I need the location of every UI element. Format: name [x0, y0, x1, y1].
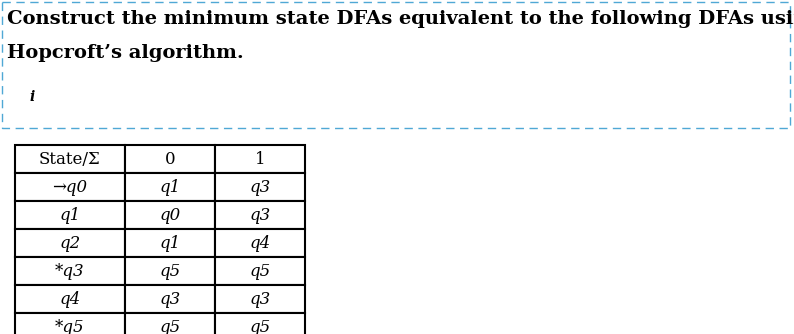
Text: →q0: →q0 — [52, 178, 87, 195]
Text: State/Σ: State/Σ — [39, 151, 101, 167]
Bar — [215, 285, 305, 313]
Bar — [125, 173, 215, 201]
Text: 0: 0 — [164, 151, 175, 167]
Bar — [2, 2, 790, 128]
Text: i: i — [30, 90, 35, 104]
Bar — [215, 201, 305, 229]
Bar — [125, 201, 215, 229]
Bar — [15, 229, 125, 257]
Bar — [15, 257, 125, 285]
Text: q5: q5 — [249, 263, 271, 280]
Text: q0: q0 — [160, 206, 180, 223]
Bar — [215, 229, 305, 257]
Text: q3: q3 — [249, 206, 271, 223]
Text: q1: q1 — [60, 206, 81, 223]
Text: q1: q1 — [160, 178, 180, 195]
Bar — [215, 145, 305, 173]
Text: *q3: *q3 — [56, 263, 85, 280]
Text: q5: q5 — [160, 263, 180, 280]
Text: q4: q4 — [249, 234, 271, 252]
Text: q2: q2 — [60, 234, 81, 252]
Text: q5: q5 — [249, 319, 271, 334]
Bar — [15, 145, 125, 173]
Bar — [15, 313, 125, 334]
Text: *q5: *q5 — [56, 319, 85, 334]
Bar — [125, 145, 215, 173]
Bar — [15, 285, 125, 313]
Text: Construct the minimum state DFAs equivalent to the following DFAs using: Construct the minimum state DFAs equival… — [7, 10, 794, 28]
Text: q4: q4 — [60, 291, 81, 308]
Bar — [215, 257, 305, 285]
Text: q1: q1 — [160, 234, 180, 252]
Bar — [125, 257, 215, 285]
Bar — [15, 201, 125, 229]
Bar — [15, 173, 125, 201]
Bar — [125, 313, 215, 334]
Bar — [125, 229, 215, 257]
Text: q5: q5 — [160, 319, 180, 334]
Bar — [215, 173, 305, 201]
Text: q3: q3 — [249, 291, 271, 308]
Text: Hopcroft’s algorithm.: Hopcroft’s algorithm. — [7, 44, 244, 62]
Text: q3: q3 — [249, 178, 271, 195]
Bar — [215, 313, 305, 334]
Text: 1: 1 — [255, 151, 265, 167]
Bar — [125, 285, 215, 313]
Text: q3: q3 — [160, 291, 180, 308]
